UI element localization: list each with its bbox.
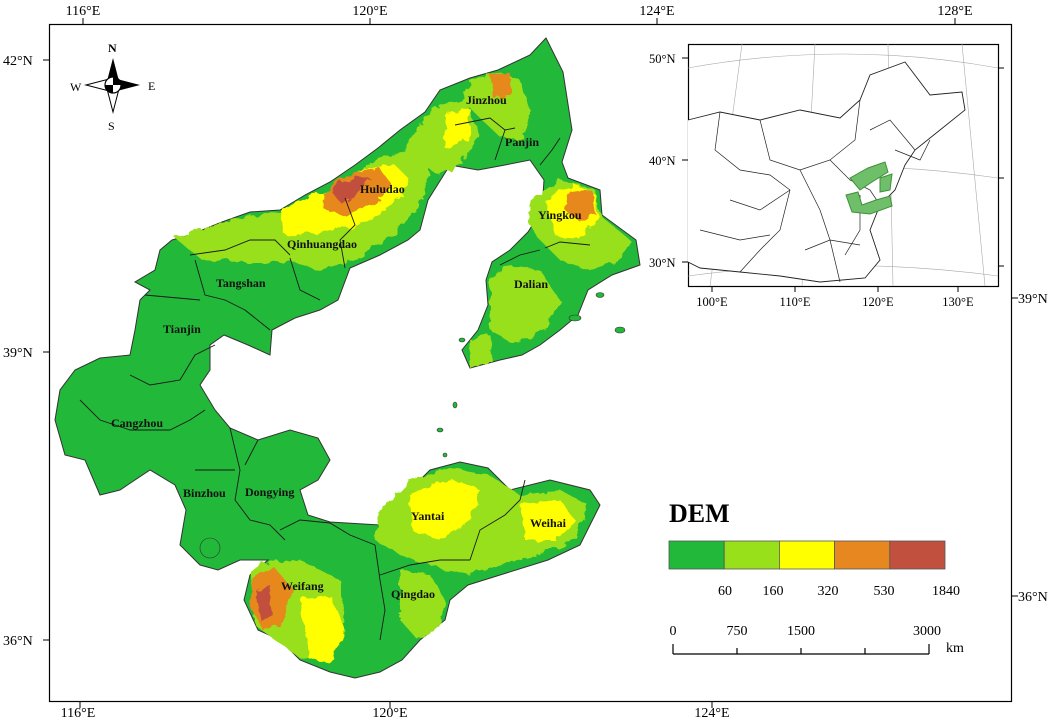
top-axis-label: 128°E <box>937 4 972 19</box>
compass-west-label: W <box>70 80 82 94</box>
city-label: Dongying <box>245 485 294 499</box>
city-labels: Jinzhou Panjin Huludao Yingkou Qinhuangd… <box>111 93 582 601</box>
scale-label: 750 <box>727 624 748 639</box>
left-axis-label: 39°N <box>3 346 33 361</box>
elevation-shading <box>175 72 630 665</box>
legend-break-label: 320 <box>818 584 839 599</box>
inset-study-area <box>845 161 893 215</box>
district-boundaries <box>79 117 591 641</box>
inset-lon-label: 100°E <box>696 295 728 309</box>
right-axis-label: 36°N <box>1018 590 1048 605</box>
legend-break-label: 530 <box>874 584 895 599</box>
dem-legend: DEM 60 160 320 530 1840 <box>668 499 960 599</box>
city-label: Cangzhou <box>111 416 163 430</box>
compass-north-label: N <box>108 41 117 55</box>
legend-swatch <box>668 540 725 570</box>
top-axis-label: 124°E <box>639 4 674 19</box>
city-label: Panjin <box>505 135 539 149</box>
inset-lon-label: 120°E <box>862 295 894 309</box>
right-axis-label: 39°N <box>1018 292 1048 307</box>
scale-bar: 0 750 1500 3000 km <box>670 624 965 656</box>
bottom-axis-label: 120°E <box>372 706 407 721</box>
city-label: Huludao <box>360 182 405 196</box>
inset-lat-label: 30°N <box>649 256 676 270</box>
left-axis-label: 42°N <box>3 54 33 69</box>
legend-break-label: 160 <box>763 584 784 599</box>
legend-swatch <box>723 540 780 570</box>
city-label: Binzhou <box>183 486 226 500</box>
city-label: Weihai <box>530 516 567 530</box>
city-label: Tangshan <box>216 276 266 290</box>
inset-lat-label: 40°N <box>649 154 676 168</box>
compass-east-label: E <box>148 79 155 93</box>
islands <box>199 292 626 559</box>
city-label: Weifang <box>281 579 324 593</box>
legend-break-label: 60 <box>718 584 732 599</box>
legend-swatch <box>779 540 836 570</box>
city-label: Qingdao <box>391 587 435 601</box>
bottom-axis-label: 116°E <box>61 706 96 721</box>
city-label: Qinhuangdao <box>287 237 357 251</box>
legend-swatch <box>834 540 891 570</box>
legend-break-label: 1840 <box>932 584 960 599</box>
inset-lon-label: 130°E <box>942 295 974 309</box>
city-label: Dalian <box>514 277 548 291</box>
left-axis-label: 36°N <box>3 634 33 649</box>
axis-ticks <box>43 18 1018 708</box>
inset-lon-label: 110°E <box>780 295 811 309</box>
top-axis-label: 116°E <box>66 4 101 19</box>
legend-swatch <box>889 540 946 570</box>
scale-label: 0 <box>670 624 677 639</box>
top-axis-label: 120°E <box>352 4 387 19</box>
inset-map: 50°N 40°N 30°N 100°E 110°E 120°E 130°E <box>649 43 1004 309</box>
legend-title: DEM <box>669 499 730 528</box>
inset-country-outline <box>687 61 966 283</box>
compass-rose-icon: N S E W <box>70 41 155 133</box>
city-label: Jinzhou <box>466 93 507 107</box>
bottom-axis-label: 124°E <box>694 706 729 721</box>
scale-unit: km <box>946 641 964 656</box>
scale-label: 3000 <box>913 624 941 639</box>
city-label: Tianjin <box>163 322 201 336</box>
scale-label: 1500 <box>787 624 815 639</box>
inset-province-lines <box>699 99 931 283</box>
city-label: Yantai <box>411 509 445 523</box>
compass-south-label: S <box>108 119 115 133</box>
inset-lat-label: 50°N <box>649 52 676 66</box>
legend-swatches <box>668 540 946 570</box>
city-label: Yingkou <box>538 208 582 222</box>
